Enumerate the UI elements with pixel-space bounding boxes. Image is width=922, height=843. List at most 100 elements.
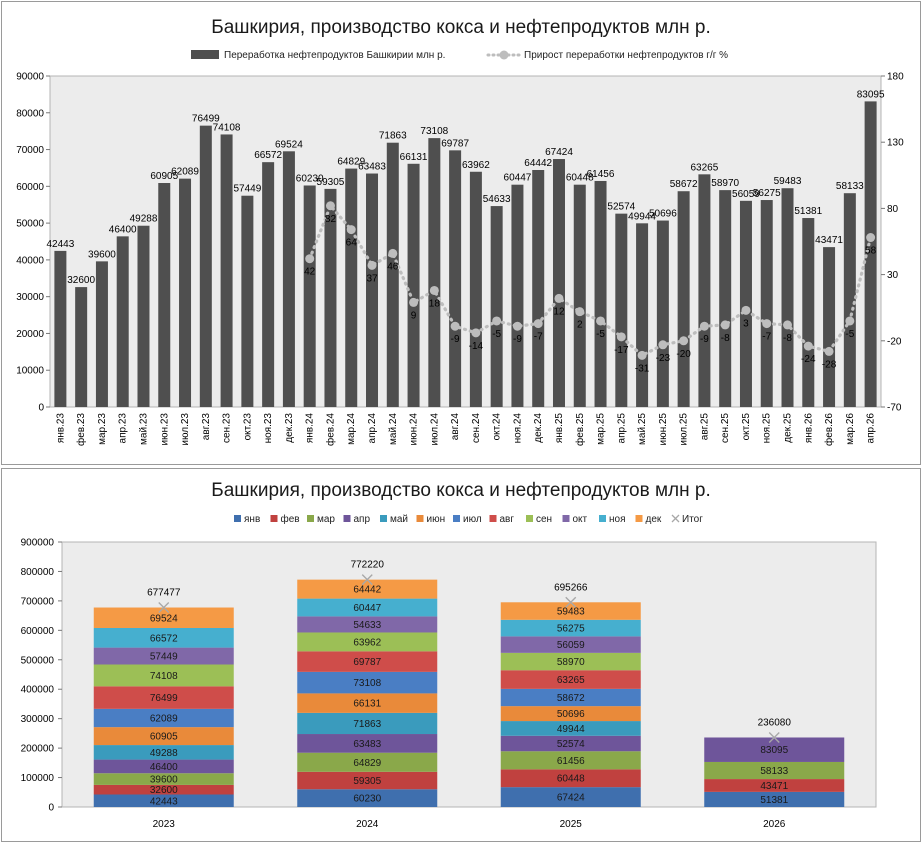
y-axis-tick-label: 700000 [21, 596, 55, 607]
growth-point-мар.25 [596, 316, 606, 326]
x-axis-label: дек.23 [284, 413, 295, 443]
growth-value-label: -14 [469, 341, 484, 352]
growth-point-фев.26 [824, 346, 834, 356]
total-value-label: 677477 [147, 588, 181, 599]
total-marker-2026 [768, 731, 780, 743]
bar-value-label: 63483 [358, 162, 386, 173]
segment-2023-апр [93, 759, 234, 774]
legend-swatch-янв [234, 515, 241, 522]
y-axis-tick-label: 100000 [21, 773, 55, 784]
x-axis-label: сен.25 [720, 413, 731, 443]
segment-value-label: 49944 [557, 724, 585, 735]
x-axis-label: мар.23 [97, 413, 108, 445]
bar-июн.25 [656, 220, 669, 407]
x-axis-label: сен.24 [471, 413, 482, 443]
legend-line-marker [499, 50, 509, 60]
bar-авг.23 [199, 125, 212, 407]
segment-2026-апр [704, 737, 845, 762]
bar-апр.24 [366, 173, 379, 407]
yearly-chart-panel: Башкирия, производство кокса и нефтепрод… [1, 468, 921, 842]
segment-value-label: 64442 [353, 585, 381, 596]
segment-value-label: 73108 [353, 678, 381, 689]
growth-point-май.25 [637, 350, 647, 360]
legend-swatch-мар [307, 515, 314, 522]
legend-label: янв [244, 514, 260, 525]
segment-value-label: 46400 [150, 762, 178, 773]
bar-value-label: 49944 [628, 211, 656, 222]
total-value-label: 772220 [351, 560, 385, 571]
segment-2025-июн [500, 706, 641, 722]
segment-value-label: 63962 [353, 637, 381, 648]
left-axis-tick-label: 0 [38, 403, 44, 414]
bar-value-label: 60448 [566, 173, 594, 184]
segment-2025-фев [500, 769, 641, 788]
bar-июл.24 [428, 138, 441, 408]
growth-value-label: -5 [596, 329, 605, 340]
legend-swatch-фев [270, 515, 278, 522]
bar-янв.25 [552, 159, 565, 407]
x-axis-label: янв.25 [554, 413, 565, 444]
growth-value-label: -9 [451, 334, 460, 345]
total-marker-2024 [361, 574, 373, 586]
segment-value-label: 69524 [150, 613, 178, 624]
legend-swatch-апр [343, 515, 351, 522]
segment-value-label: 66131 [353, 699, 381, 710]
bar-июн.23 [158, 183, 171, 407]
bar-фев.26 [823, 247, 836, 407]
bar-фев.23 [75, 287, 88, 407]
segment-2025-ноя [500, 619, 641, 637]
segment-value-label: 66572 [150, 633, 178, 644]
segment-value-label: 58133 [760, 766, 788, 777]
legend-swatch-май [380, 515, 387, 522]
segment-value-label: 71863 [353, 719, 381, 730]
segment-2025-сен [500, 652, 641, 671]
growth-value-label: 58 [865, 246, 877, 257]
x-axis-label: апр.24 [367, 413, 378, 444]
segment-2023-окт [93, 647, 234, 665]
y-axis-tick-label: 0 [48, 803, 54, 814]
segment-2023-янв [93, 794, 234, 807]
growth-value-label: -20 [676, 349, 691, 360]
bar-янв.23 [54, 250, 67, 407]
x-axis-label: май.23 [138, 413, 149, 445]
bar-value-label: 83095 [857, 89, 885, 100]
growth-point-янв.24 [305, 254, 315, 264]
bar-дек.24 [532, 169, 545, 407]
segment-value-label: 49288 [150, 748, 178, 759]
growth-value-label: 82 [325, 214, 337, 225]
growth-point-июл.24 [429, 285, 439, 295]
bar-value-label: 39600 [88, 249, 116, 260]
x-axis-label: янв.23 [55, 413, 66, 444]
x-axis-label: окт.23 [242, 413, 253, 441]
bar-value-label: 58133 [836, 181, 864, 192]
growth-point-апр.24 [367, 260, 377, 270]
growth-point-ноя.24 [512, 321, 522, 331]
bar-value-label: 67424 [545, 147, 573, 158]
segment-2025-апр [500, 735, 641, 752]
legend-label: апр [354, 514, 371, 525]
segment-value-label: 52574 [557, 739, 585, 750]
monthly-chart-svg: Башкирия, производство кокса и нефтепрод… [16, 17, 904, 446]
growth-point-авг.24 [450, 321, 460, 331]
bar-value-label: 43471 [815, 235, 843, 246]
segment-2025-май [500, 721, 641, 736]
x-axis-label: апр.26 [866, 413, 877, 444]
legend-swatch-ноя [599, 515, 606, 522]
legend-swatch-дек [635, 515, 643, 522]
bar-июл.23 [179, 178, 192, 407]
left-axis-tick-label: 60000 [16, 182, 44, 193]
x-axis-label: дек.24 [533, 413, 544, 443]
segment-2024-апр [297, 734, 438, 753]
bar-value-label: 60447 [504, 173, 532, 184]
segment-2023-май [93, 745, 234, 760]
segment-value-label: 56275 [557, 624, 585, 635]
bar-мар.25 [594, 180, 607, 407]
bar-value-label: 64829 [337, 157, 365, 168]
segment-2026-фев [704, 779, 845, 792]
x-axis-label: июн.24 [409, 413, 420, 446]
growth-line [308, 202, 873, 358]
x-axis-label: ноя.25 [762, 413, 773, 444]
bar-value-label: 52574 [607, 202, 635, 213]
plot-area [49, 75, 882, 408]
growth-value-label: -8 [721, 333, 730, 344]
